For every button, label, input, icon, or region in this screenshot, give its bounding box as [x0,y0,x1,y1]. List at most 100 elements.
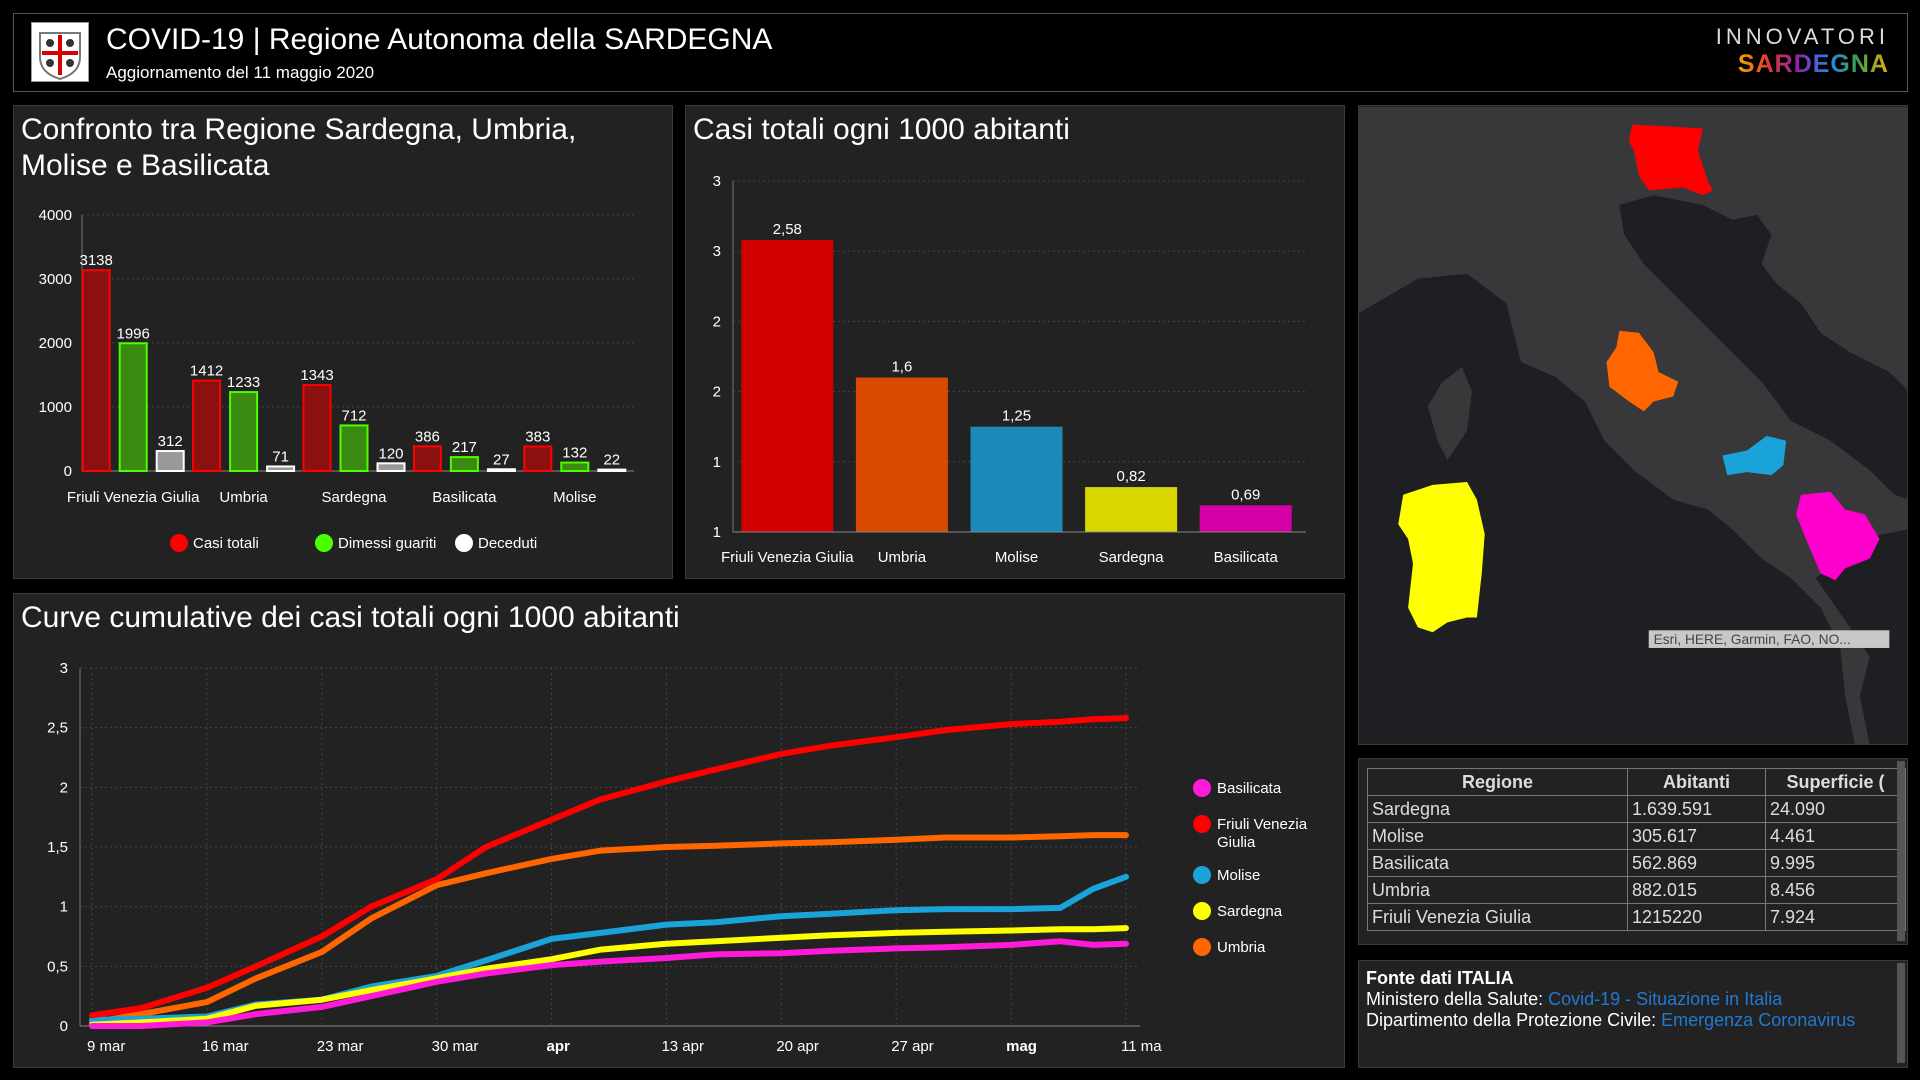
y-tick-label: 2 [60,779,68,796]
x-tick-label: Molise [553,489,596,506]
region-table-panel: Regione Abitanti Superficie ( Sardegna 1.… [1358,758,1908,945]
bar-casi-totali [302,384,332,473]
legend-label: Umbria [1217,939,1266,956]
cell: 24.090 [1765,795,1906,823]
y-tick-label: 1 [60,899,68,916]
data-label: 0,82 [1116,468,1145,485]
cell: 1215220 [1627,903,1766,931]
legend-marker [1193,815,1211,833]
y-tick-label: 2000 [39,335,72,352]
bar-deceduti [266,465,296,472]
source-label: Dipartimento della Protezione Civile: [1366,1010,1662,1030]
bar [741,239,834,532]
table-scrollbar[interactable] [1897,761,1905,941]
data-label: 712 [341,407,366,424]
data-label: 1996 [117,325,150,342]
cell: 1.639.591 [1627,795,1766,823]
data-label: 312 [158,433,183,450]
cell: Friuli Venezia Giulia [1367,903,1628,931]
legend-marker [315,534,333,552]
tyrrhenian-sea [1359,273,1855,744]
x-tick-label: Sardegna [321,489,387,506]
x-tick-label: 13 apr [661,1038,704,1055]
region-molise[interactable] [1722,435,1787,476]
adriatic-sea [1619,195,1907,499]
y-tick-label: 3 [60,660,68,677]
panel-title: Confronto tra Regione Sardegna, Umbria, … [21,113,577,182]
y-tick-label: 1 [713,524,721,541]
y-tick-label: 3 [713,243,721,260]
data-label: 3138 [80,252,113,269]
cell: 882.015 [1627,876,1766,904]
table-row: Sardegna 1.639.591 24.090 [1367,795,1906,823]
y-tick-label: 2,5 [47,720,68,737]
x-tick-label: Friuli Venezia Giulia [67,489,200,506]
header: COVID-19 | Regione Autonoma della SARDEG… [13,13,1908,92]
data-label: 0,69 [1231,486,1260,503]
x-tick-label: Molise [995,549,1038,566]
region-basilicata[interactable] [1796,491,1880,581]
cell: Sardegna [1367,795,1628,823]
data-label: 1,25 [1002,408,1031,425]
bar-casi-totali [192,379,222,472]
x-tick-label: 23 mar [317,1038,364,1055]
y-tick-label: 0 [64,463,72,480]
y-tick-label: 4000 [39,207,72,224]
x-tick-label: 16 mar [202,1038,249,1055]
panel-title: Curve cumulative dei casi totali ogni 10… [21,601,680,634]
legend-marker [170,534,188,552]
table-row: Friuli Venezia Giulia 1215220 7.924 [1367,903,1906,931]
map-panel[interactable]: Esri, HERE, Garmin, FAO, NO... [1358,105,1908,745]
y-tick-label: 0 [60,1018,68,1035]
line-basilicata [89,938,1129,1029]
column-header-superficie[interactable]: Superficie ( [1765,768,1906,796]
region-friuli-venezia-giulia[interactable] [1629,124,1713,196]
data-label: 217 [452,439,477,456]
cell: 305.617 [1627,822,1766,850]
table-header: Regione Abitanti Superficie ( [1367,768,1906,796]
x-tick-label: Umbria [219,489,268,506]
x-tick-label: Umbria [878,549,927,566]
y-tick-label: 1000 [39,399,72,416]
bar [970,426,1063,532]
bar-deceduti [486,468,516,473]
cell: 8.456 [1765,876,1906,904]
protezione-civile-link[interactable]: Emergenza Coronavirus [1661,1010,1856,1030]
column-header-regione[interactable]: Regione [1367,768,1628,796]
table-row: Basilicata 562.869 9.995 [1367,849,1906,877]
data-label: 1,6 [891,359,912,376]
x-tick-label: mag [1006,1038,1037,1055]
cell: Molise [1367,822,1628,850]
bar-dimessi-guariti [560,461,590,473]
bar-deceduti [597,468,627,473]
regione-sardegna-logo [31,22,89,82]
column-header-abitanti[interactable]: Abitanti [1627,768,1766,796]
data-label: 2,58 [773,221,802,238]
cumulative-line-chart: 0 0,5 1 1,5 2 2,5 3 9 mar 16 mar 23 mar 30 mar apr 1… [47,660,1308,1055]
source-title: Fonte dati ITALIA [1366,968,1514,988]
y-tick-label: 2 [713,313,721,330]
legend-label: Deceduti [478,535,537,552]
region-sardegna[interactable] [1398,481,1485,633]
legend-marker [455,534,473,552]
italy-map[interactable]: Esri, HERE, Garmin, FAO, NO... [1359,106,1908,745]
ministero-salute-link[interactable]: Covid-19 - Situazione in Italia [1548,989,1783,1009]
x-tick-label: 20 apr [776,1038,819,1055]
comparison-chart-panel: Confronto tra Regione Sardegna, Umbria, … [13,105,673,579]
bar [855,377,948,532]
data-label: 1233 [227,374,260,391]
legend-marker [1193,938,1211,956]
y-tick-label: 3000 [39,271,72,288]
data-label: 71 [272,448,289,465]
comparison-bar-chart: 0 1000 2000 3000 4000 3138 1996 312 Friuli Venez… [39,207,634,552]
region-umbria[interactable] [1606,330,1679,412]
data-label: 22 [603,452,620,469]
source-scrollbar[interactable] [1897,963,1905,1063]
bar-dimessi-guariti [339,424,369,473]
data-label: 386 [415,428,440,445]
cumulative-curves-panel: Curve cumulative dei casi totali ogni 10… [13,593,1345,1068]
corsica [1427,367,1472,461]
bar-deceduti [155,450,185,473]
data-label: 120 [378,445,403,462]
region-table: Regione Abitanti Superficie ( Sardegna 1.… [1367,768,1906,931]
